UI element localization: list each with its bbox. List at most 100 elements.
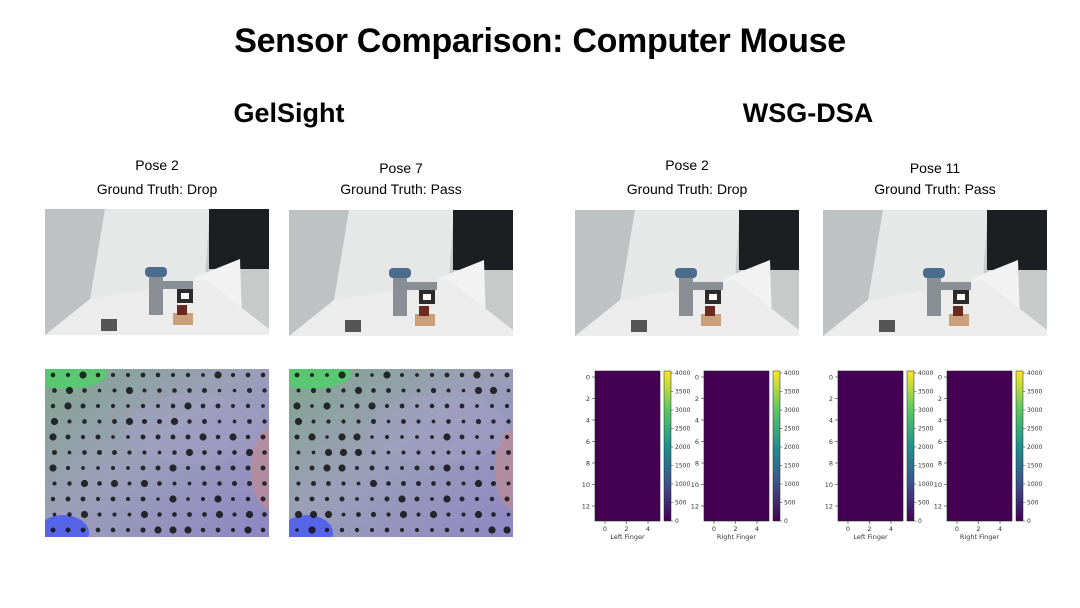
- ground-truth-label: Ground Truth: Pass: [874, 181, 996, 197]
- colorbar-tick-label: 4000: [1027, 370, 1042, 377]
- y-tick-label: 4: [695, 417, 699, 425]
- colorbar: [906, 370, 915, 522]
- finger-axis-label: Right Finger: [960, 533, 999, 541]
- colorbar-tick-label: 1500: [784, 463, 799, 470]
- x-tick-label: 4: [646, 525, 650, 533]
- gelsight-heading: GelSight: [233, 98, 345, 128]
- y-tick-label: 2: [695, 395, 699, 403]
- colorbar-tick-label: 3000: [784, 407, 799, 414]
- y-tick-label: 2: [586, 395, 590, 403]
- colorbar-tick-label: 1000: [784, 481, 799, 488]
- colorbar-tick-label: 0: [1027, 518, 1031, 525]
- colorbar-tick-label: 0: [784, 518, 788, 525]
- colorbar-tick-label: 3500: [918, 389, 933, 396]
- colorbar-tick-label: 4000: [918, 370, 933, 377]
- colorbar-tick-label: 2000: [675, 444, 690, 451]
- colorbar-tick-label: 2500: [675, 426, 690, 433]
- y-tick-label: 8: [695, 460, 699, 468]
- y-tick-label: 0: [586, 374, 590, 382]
- colorbar-tick-label: 2000: [784, 444, 799, 451]
- finger-axis-label: Left Finger: [610, 533, 645, 541]
- gelsight-tactile-image: [289, 369, 513, 537]
- colorbar-tick-label: 1000: [675, 481, 690, 488]
- y-tick-label: 6: [586, 438, 590, 446]
- colorbar-tick-label: 1500: [675, 463, 690, 470]
- y-tick-label: 8: [938, 460, 942, 468]
- y-tick-label: 10: [691, 481, 699, 489]
- colorbar-tick-label: 1500: [918, 463, 933, 470]
- y-tick-label: 12: [582, 503, 590, 511]
- y-tick-label: 6: [829, 438, 833, 446]
- colorbar-tick-label: 3500: [675, 389, 690, 396]
- colorbar-tick-label: 3500: [1027, 389, 1042, 396]
- colorbar-tick-label: 2500: [1027, 426, 1042, 433]
- y-tick-label: 12: [691, 503, 699, 511]
- heatmap-image: [703, 370, 770, 522]
- ground-truth-label: Ground Truth: Drop: [626, 181, 748, 197]
- pose-label: Pose 11: [909, 160, 961, 176]
- colorbar: [1015, 370, 1024, 522]
- robot-photo: [289, 210, 513, 336]
- y-tick-label: 0: [695, 374, 699, 382]
- colorbar-tick-label: 1000: [1027, 481, 1042, 488]
- colorbar-tick-label: 500: [675, 500, 687, 507]
- robot-photo: [575, 210, 799, 336]
- colorbar-tick-label: 0: [918, 518, 922, 525]
- colorbar-tick-label: 1500: [1027, 463, 1042, 470]
- y-tick-label: 6: [695, 438, 699, 446]
- heatmap-image: [594, 370, 661, 522]
- colorbar-tick-label: 2000: [918, 444, 933, 451]
- y-tick-label: 0: [938, 374, 942, 382]
- x-tick-label: 4: [755, 525, 759, 533]
- heatmap-image: [946, 370, 1013, 522]
- x-tick-label: 4: [889, 525, 893, 533]
- x-tick-label: 0: [955, 525, 959, 533]
- colorbar-tick-label: 3000: [918, 407, 933, 414]
- colorbar-tick-label: 2500: [784, 426, 799, 433]
- heatmap-image: [837, 370, 904, 522]
- x-tick-label: 4: [998, 525, 1002, 533]
- pose-label: Pose 2: [135, 157, 179, 173]
- y-tick-label: 10: [582, 481, 590, 489]
- y-tick-label: 2: [938, 395, 942, 403]
- wsg-dsa-heading: WSG-DSA: [742, 98, 874, 128]
- colorbar-tick-label: 2500: [918, 426, 933, 433]
- y-tick-label: 0: [829, 374, 833, 382]
- y-tick-label: 4: [938, 417, 942, 425]
- x-tick-label: 0: [603, 525, 607, 533]
- x-tick-label: 0: [846, 525, 850, 533]
- y-tick-label: 8: [586, 460, 590, 468]
- colorbar: [663, 370, 672, 522]
- x-tick-label: 0: [712, 525, 716, 533]
- gelsight-tactile-image: [45, 369, 269, 537]
- y-tick-label: 4: [586, 417, 590, 425]
- x-tick-label: 2: [733, 525, 737, 533]
- robot-photo: [45, 209, 269, 335]
- y-tick-label: 6: [938, 438, 942, 446]
- colorbar-tick-label: 3000: [1027, 407, 1042, 414]
- colorbar-tick-label: 4000: [784, 370, 799, 377]
- colorbar-tick-label: 500: [918, 500, 930, 507]
- colorbar-tick-label: 4000: [675, 370, 690, 377]
- colorbar-tick-label: 0: [675, 518, 679, 525]
- y-tick-label: 12: [825, 503, 833, 511]
- ground-truth-label: Ground Truth: Drop: [96, 181, 218, 197]
- pose-label: Pose 2: [665, 157, 709, 173]
- y-tick-label: 10: [934, 481, 942, 489]
- ground-truth-label: Ground Truth: Pass: [340, 181, 462, 197]
- colorbar-tick-label: 3500: [784, 389, 799, 396]
- y-tick-label: 4: [829, 417, 833, 425]
- x-tick-label: 2: [976, 525, 980, 533]
- y-tick-label: 12: [934, 503, 942, 511]
- colorbar-tick-label: 2000: [1027, 444, 1042, 451]
- colorbar-tick-label: 3000: [675, 407, 690, 414]
- colorbar-tick-label: 1000: [918, 481, 933, 488]
- pose-label: Pose 7: [379, 160, 423, 176]
- colorbar-tick-label: 500: [1027, 500, 1039, 507]
- colorbar-tick-label: 500: [784, 500, 796, 507]
- page-title: Sensor Comparison: Computer Mouse: [234, 22, 846, 60]
